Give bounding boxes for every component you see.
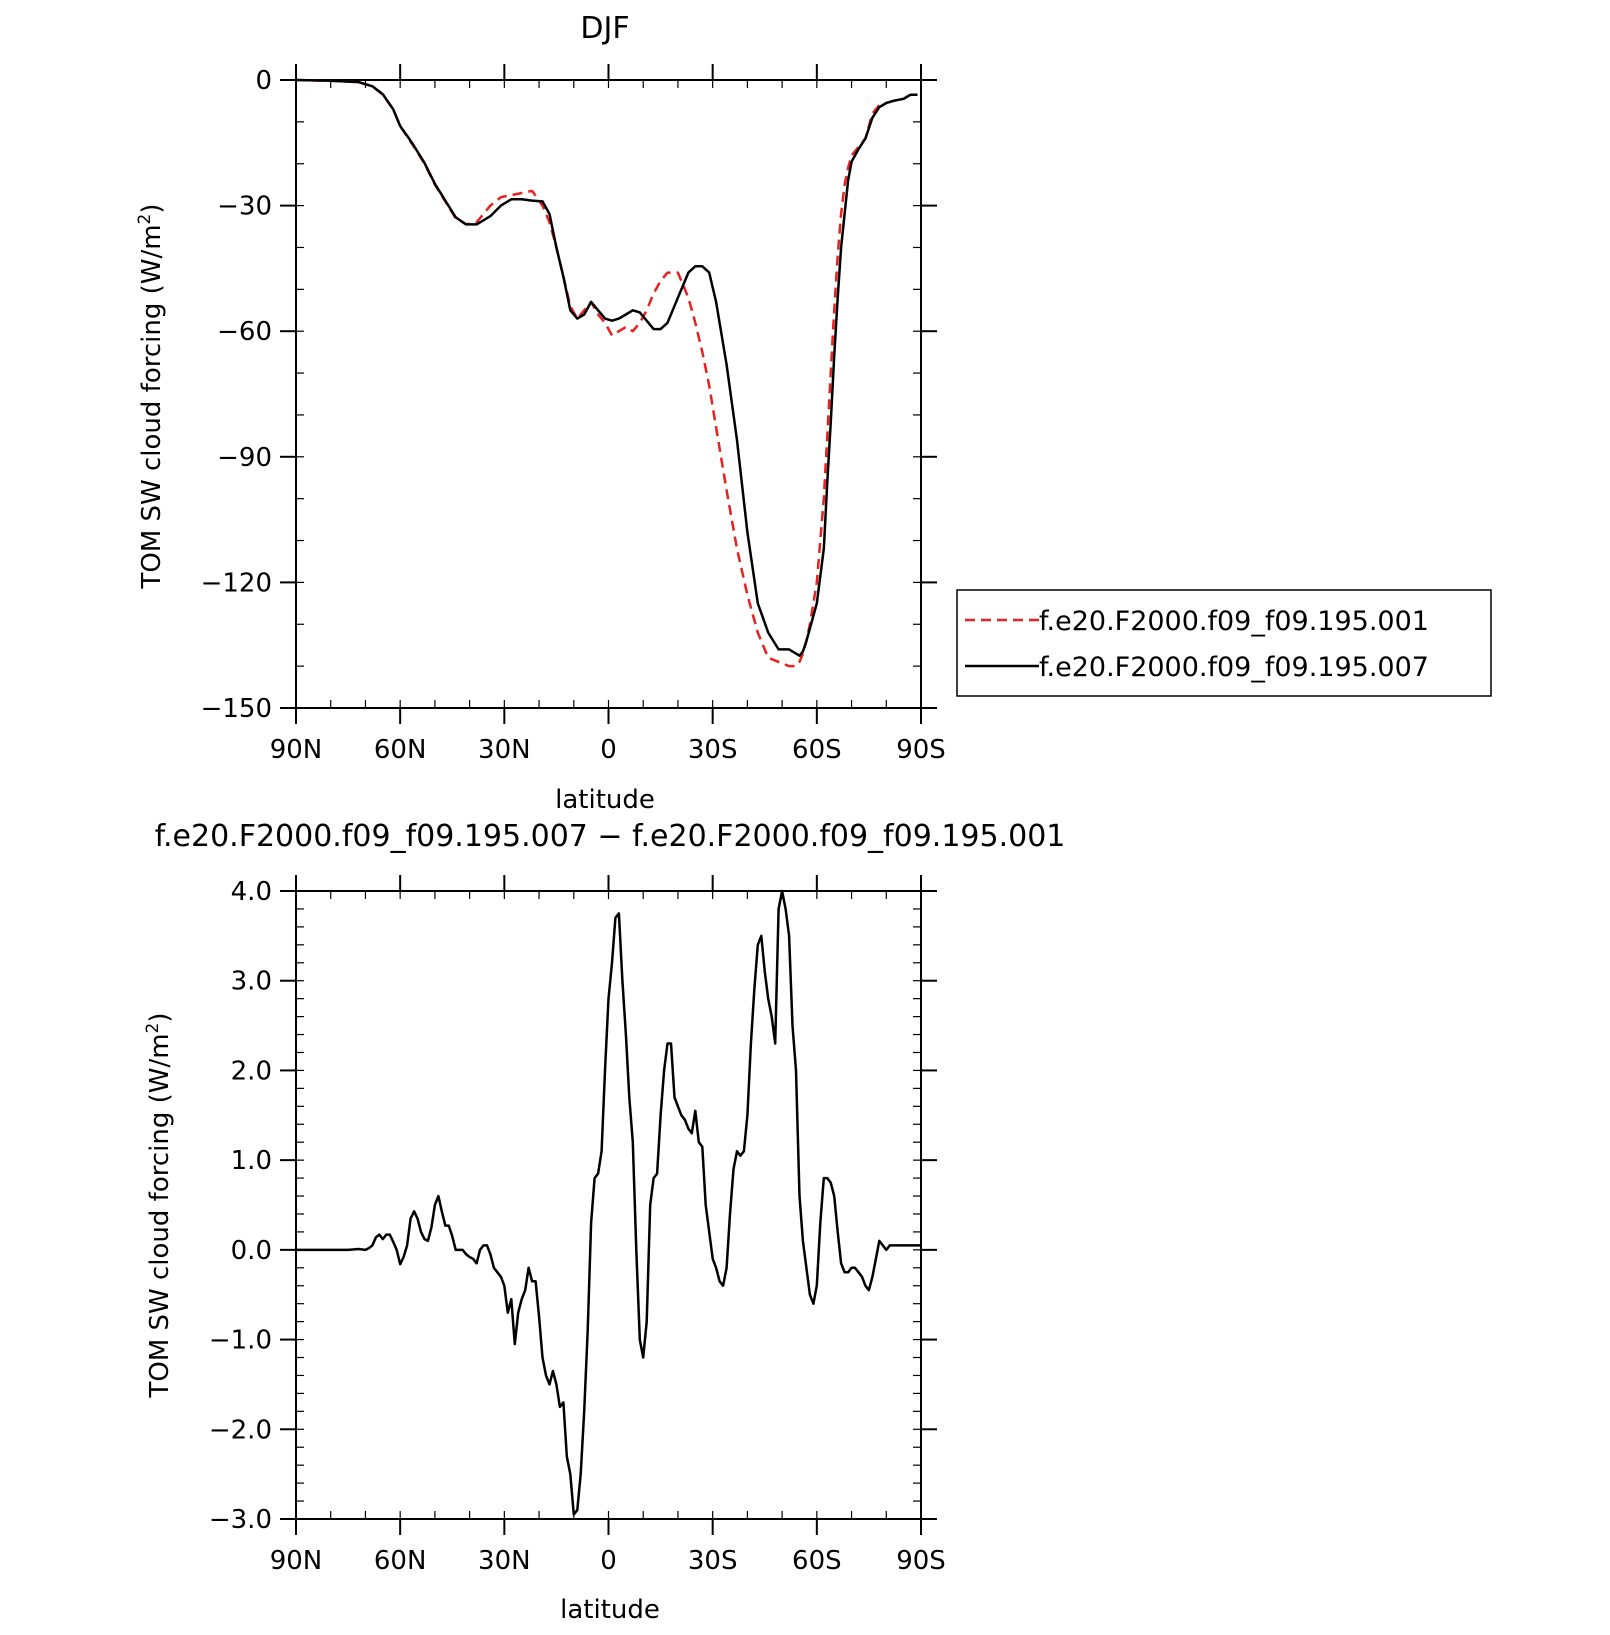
bottom-x-tick-label: 90S xyxy=(896,1546,946,1576)
bottom-x-tick-label: 30S xyxy=(688,1546,738,1576)
legend-box xyxy=(956,589,1492,697)
top-x-tick-label: 90S xyxy=(896,735,946,765)
bottom-y-tick-label: −1.0 xyxy=(209,1326,272,1356)
bottom-chart-title: f.e20.F2000.f09_f09.195.007 − f.e20.F200… xyxy=(155,819,1066,854)
bottom-x-tick-label: 90N xyxy=(270,1546,323,1576)
bottom-x-tick-label: 0 xyxy=(600,1546,617,1576)
bottom-plot-area: 90N 60N 30N 0 30S 60S 90S 4.0 3.0 2.0 1.0 0.0 −1.0 −2… xyxy=(209,875,946,1576)
top-x-tick-label: 90N xyxy=(270,735,323,765)
top-y-tick-label: −150 xyxy=(201,694,272,724)
top-panel: DJF TOM SW cloud forcing (W/m2) latitude… xyxy=(135,11,1492,815)
top-x-tick-label: 0 xyxy=(600,735,617,765)
bottom-y-tick-label: 0.0 xyxy=(231,1236,272,1266)
bottom-x-tick-label: 30N xyxy=(478,1546,531,1576)
top-chart-title: DJF xyxy=(580,11,629,46)
top-x-tick-label: 60N xyxy=(374,735,427,765)
top-y-tick-label: −60 xyxy=(217,317,272,347)
bottom-y-tick-label: −2.0 xyxy=(209,1415,272,1445)
top-series-line-1 xyxy=(295,78,918,668)
top-y-tick-label: −120 xyxy=(201,568,272,598)
bottom-x-tick-label: 60N xyxy=(374,1546,427,1576)
bottom-y-axis-label: TOM SW cloud forcing (W/m2) xyxy=(143,1012,175,1398)
top-y-tick-label: −30 xyxy=(217,192,272,222)
bottom-y-tick-label: 1.0 xyxy=(231,1146,272,1176)
bottom-y-tick-label: 4.0 xyxy=(231,877,272,907)
legend-label-007: f.e20.F2000.f09_f09.195.007 xyxy=(1039,652,1429,683)
bottom-y-tick-label: 3.0 xyxy=(231,967,272,997)
bottom-minor-ticks xyxy=(295,890,922,1520)
top-series-line-2 xyxy=(295,78,918,657)
bottom-plot-frame xyxy=(295,890,922,1520)
top-y-tick-label: 0 xyxy=(255,66,272,96)
legend: f.e20.F2000.f09_f09.195.001 f.e20.F2000.… xyxy=(956,589,1492,697)
top-y-tick-label: −90 xyxy=(217,443,272,473)
legend-label-001: f.e20.F2000.f09_f09.195.001 xyxy=(1039,606,1429,637)
top-x-tick-label: 30N xyxy=(478,735,531,765)
bottom-x-axis-label: latitude xyxy=(560,1595,660,1625)
bottom-y-tick-label: 2.0 xyxy=(231,1056,272,1086)
top-x-tick-label: 30S xyxy=(688,735,738,765)
bottom-x-tick-label: 60S xyxy=(792,1546,842,1576)
top-minor-ticks xyxy=(295,79,922,709)
bottom-y-tick-label: −3.0 xyxy=(209,1505,272,1535)
top-x-axis-label: latitude xyxy=(555,785,655,815)
top-plot-frame xyxy=(295,79,922,709)
top-x-tick-label: 60S xyxy=(792,735,842,765)
bottom-series-line-1 xyxy=(296,889,921,1516)
top-plot-area: 90N 60N 30N 0 30S 60S 90S 0 −30 −60 −90 −120 −150 xyxy=(201,64,946,765)
top-y-axis-label: TOM SW cloud forcing (W/m2) xyxy=(135,203,167,589)
bottom-panel: f.e20.F2000.f09_f09.195.007 − f.e20.F200… xyxy=(143,819,1065,1625)
